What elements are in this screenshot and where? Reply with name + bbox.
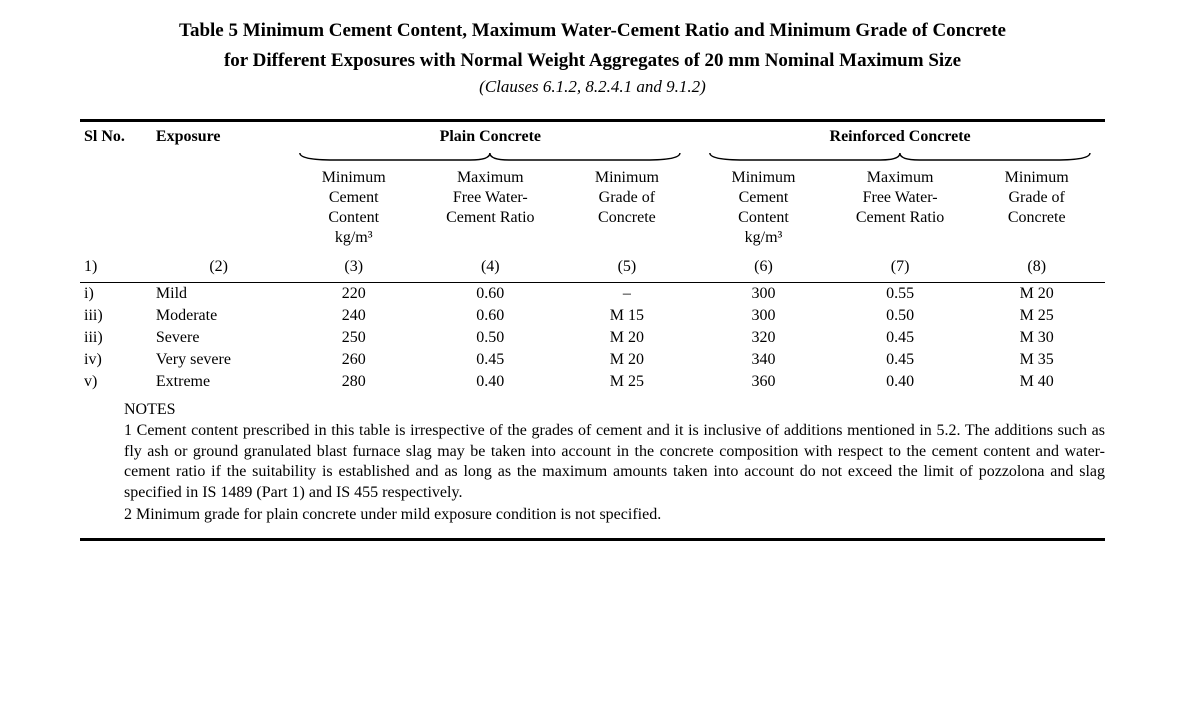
- cell-sl: v): [80, 371, 152, 397]
- cell-sl: iv): [80, 349, 152, 371]
- cell-r_wc: 0.45: [832, 327, 969, 349]
- header-sl-no: Sl No.: [80, 122, 152, 166]
- cell-exposure: Moderate: [152, 305, 286, 327]
- cell-sl: iii): [80, 305, 152, 327]
- cell-r_cement: 320: [695, 327, 832, 349]
- cell-r_cement: 360: [695, 371, 832, 397]
- curly-brace-icon: [295, 150, 685, 164]
- subhead-reinf-wc: Maximum Free Water- Cement Ratio: [832, 166, 969, 254]
- cell-exposure: Very severe: [152, 349, 286, 371]
- cell-p_wc: 0.40: [422, 371, 559, 397]
- cell-r_grade: M 30: [968, 327, 1105, 349]
- cell-exposure: Extreme: [152, 371, 286, 397]
- cell-r_grade: M 40: [968, 371, 1105, 397]
- subhead-plain-cement: Minimum Cement Content kg/m³: [285, 166, 422, 254]
- subhead-plain-wc: Maximum Free Water- Cement Ratio: [422, 166, 559, 254]
- colnum-7: (7): [832, 254, 969, 283]
- table-title-line2: for Different Exposures with Normal Weig…: [93, 48, 1093, 74]
- cell-r_cement: 340: [695, 349, 832, 371]
- cell-exposure: Mild: [152, 283, 286, 306]
- clauses-reference: (Clauses 6.1.2, 8.2.4.1 and 9.1.2): [80, 77, 1105, 97]
- notes-heading: NOTES: [124, 401, 1105, 419]
- cell-p_cement: 220: [285, 283, 422, 306]
- cell-r_cement: 300: [695, 305, 832, 327]
- cell-exposure: Severe: [152, 327, 286, 349]
- cell-p_grade: M 25: [559, 371, 696, 397]
- brace-plain: [285, 148, 695, 166]
- cell-p_wc: 0.60: [422, 283, 559, 306]
- cell-p_cement: 250: [285, 327, 422, 349]
- header-reinforced-concrete: Reinforced Concrete: [695, 122, 1105, 148]
- colnum-5: (5): [559, 254, 696, 283]
- brace-reinforced: [695, 148, 1105, 166]
- cell-r_grade: M 20: [968, 283, 1105, 306]
- header-exposure: Exposure: [152, 122, 286, 166]
- cell-p_grade: –: [559, 283, 696, 306]
- cell-r_cement: 300: [695, 283, 832, 306]
- table-row: iii)Severe2500.50M 203200.45M 30: [80, 327, 1105, 349]
- concrete-exposure-table: Sl No. Exposure Plain Concrete Reinforce…: [80, 122, 1105, 397]
- note-1: 1 Cement content prescribed in this tabl…: [124, 421, 1105, 503]
- subhead-reinf-cement: Minimum Cement Content kg/m³: [695, 166, 832, 254]
- cell-r_wc: 0.55: [832, 283, 969, 306]
- colnum-6: (6): [695, 254, 832, 283]
- table-row: i)Mild2200.60–3000.55M 20: [80, 283, 1105, 306]
- table-row: v)Extreme2800.40M 253600.40M 40: [80, 371, 1105, 397]
- cell-p_cement: 280: [285, 371, 422, 397]
- colnum-2: (2): [152, 254, 286, 283]
- cell-p_grade: M 20: [559, 327, 696, 349]
- note-2: 2 Minimum grade for plain concrete under…: [124, 505, 1105, 525]
- cell-r_grade: M 35: [968, 349, 1105, 371]
- table-row: iii)Moderate2400.60M 153000.50M 25: [80, 305, 1105, 327]
- cell-r_wc: 0.45: [832, 349, 969, 371]
- curly-brace-icon: [705, 150, 1095, 164]
- table-row: iv)Very severe2600.45M 203400.45M 35: [80, 349, 1105, 371]
- cell-p_grade: M 15: [559, 305, 696, 327]
- cell-p_wc: 0.60: [422, 305, 559, 327]
- cell-r_wc: 0.40: [832, 371, 969, 397]
- colnum-3: (3): [285, 254, 422, 283]
- cell-r_wc: 0.50: [832, 305, 969, 327]
- cell-p_cement: 240: [285, 305, 422, 327]
- cell-sl: i): [80, 283, 152, 306]
- colnum-4: (4): [422, 254, 559, 283]
- colnum-8: (8): [968, 254, 1105, 283]
- subhead-plain-grade: Minimum Grade of Concrete: [559, 166, 696, 254]
- cell-r_grade: M 25: [968, 305, 1105, 327]
- subhead-reinf-grade: Minimum Grade of Concrete: [968, 166, 1105, 254]
- column-numbers-row: 1) (2) (3) (4) (5) (6) (7) (8): [80, 254, 1105, 283]
- header-plain-concrete: Plain Concrete: [285, 122, 695, 148]
- cell-p_wc: 0.45: [422, 349, 559, 371]
- cell-sl: iii): [80, 327, 152, 349]
- table-title-line1: Table 5 Minimum Cement Content, Maximum …: [93, 18, 1093, 44]
- cell-p_cement: 260: [285, 349, 422, 371]
- cell-p_wc: 0.50: [422, 327, 559, 349]
- cell-p_grade: M 20: [559, 349, 696, 371]
- table-container: Sl No. Exposure Plain Concrete Reinforce…: [80, 119, 1105, 540]
- notes-section: NOTES 1 Cement content prescribed in thi…: [80, 397, 1105, 540]
- colnum-1: 1): [80, 254, 152, 283]
